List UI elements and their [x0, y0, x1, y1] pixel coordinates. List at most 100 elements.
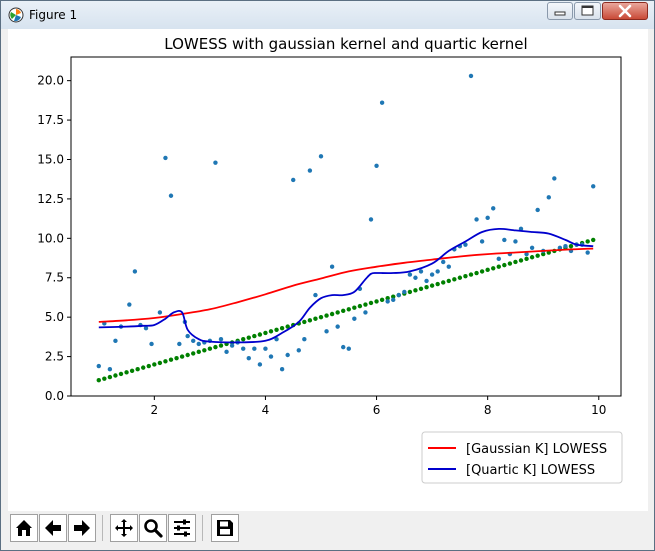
scatter-point — [263, 346, 268, 351]
trend-point — [435, 281, 440, 287]
scatter-point — [132, 269, 138, 274]
trend-point — [346, 307, 351, 312]
x-axis: 2 4 6 8 10 — [151, 396, 606, 417]
move-icon — [115, 519, 133, 537]
trend-point — [307, 318, 313, 323]
configure-subplots-button[interactable] — [168, 514, 196, 542]
scatter-point — [291, 177, 296, 183]
scatter-point — [446, 264, 451, 269]
navigation-toolbar — [8, 511, 648, 544]
trend-point — [379, 297, 385, 303]
figure-canvas[interactable]: 2 4 6 8 10 0.0 2.5 5.0 7.5 10.0 12.5 15.0 17.5 20.0 … — [8, 29, 648, 511]
scatter-point — [335, 324, 340, 329]
trend-point — [446, 278, 451, 284]
trend-point — [252, 333, 257, 339]
trend-point — [518, 258, 524, 263]
scatter-point — [429, 272, 435, 277]
trend-series — [96, 237, 596, 383]
x-tick-label: 10 — [591, 403, 606, 417]
scatter-point — [352, 316, 357, 321]
y-tick-label: 2.5 — [45, 350, 64, 364]
trend-point — [363, 302, 368, 307]
toolbar-separator — [202, 515, 203, 541]
trend-point — [218, 343, 224, 348]
scatter-point — [502, 237, 507, 243]
trend-point — [124, 370, 129, 375]
title-bar[interactable]: Figure 1 — [1, 1, 654, 29]
scatter-point — [268, 354, 274, 359]
scatter-point — [479, 239, 485, 244]
back-button[interactable] — [39, 514, 67, 542]
trend-point — [524, 256, 529, 262]
close-button[interactable] — [602, 2, 648, 20]
scatter-point — [218, 337, 224, 342]
scatter-point — [252, 346, 257, 351]
scatter-point — [474, 217, 479, 222]
trend-point — [329, 311, 335, 317]
scatter-point — [385, 299, 390, 304]
trend-point — [107, 374, 113, 380]
maximize-button[interactable] — [574, 2, 601, 20]
scatter-point — [535, 207, 540, 213]
trend-point — [468, 272, 474, 277]
y-tick-label: 10.0 — [37, 231, 64, 245]
scatter-point — [374, 163, 379, 168]
trend-point — [513, 259, 518, 265]
home-button[interactable] — [10, 514, 38, 542]
trend-point — [241, 337, 246, 342]
trend-point — [502, 262, 507, 268]
save-button[interactable] — [211, 514, 239, 542]
floppy-disk-icon — [217, 520, 233, 536]
scatter-point — [341, 344, 346, 350]
scatter-point — [552, 176, 557, 181]
trend-point — [463, 273, 468, 279]
trend-point — [135, 366, 140, 372]
trend-point — [313, 316, 318, 321]
trend-point — [413, 288, 418, 293]
scatter-point — [413, 275, 418, 280]
chart-title: LOWESS with gaussian kernel and quartic … — [164, 35, 527, 53]
trend-point — [318, 314, 324, 320]
forward-button[interactable] — [68, 514, 96, 542]
trend-point — [129, 368, 135, 373]
trend-point — [335, 310, 340, 315]
trend-point — [113, 373, 118, 378]
trend-point — [302, 319, 307, 325]
trend-point — [263, 330, 268, 336]
scatter-point — [113, 338, 118, 344]
scatter-point — [318, 154, 324, 159]
scatter-point — [149, 341, 154, 347]
scatter-point — [529, 245, 535, 250]
trend-point — [429, 283, 435, 288]
window-title: Figure 1 — [29, 8, 78, 22]
quartic-lowess-line — [98, 227, 594, 344]
zoom-button[interactable] — [139, 514, 167, 542]
home-icon — [16, 520, 32, 536]
arrow-right-icon — [74, 520, 90, 536]
minimize-icon — [554, 11, 566, 16]
trend-point — [418, 286, 424, 291]
minimize-button[interactable] — [547, 2, 573, 20]
pan-button[interactable] — [110, 514, 138, 542]
trend-point — [196, 349, 201, 355]
legend-gaussian-label: [Gaussian K] LOWESS — [466, 442, 607, 457]
trend-point — [185, 352, 190, 358]
scatter-point — [96, 363, 101, 369]
trend-point — [357, 303, 363, 309]
scatter-point — [329, 264, 335, 269]
scatter-point — [274, 337, 279, 342]
scatter-point — [402, 289, 407, 295]
y-tick-label: 0.0 — [45, 389, 64, 403]
scatter-point — [524, 251, 529, 257]
scatter-point — [285, 352, 290, 358]
scatter-point — [363, 310, 368, 315]
y-tick-label: 5.0 — [45, 310, 64, 324]
scatter-point — [296, 348, 301, 353]
scatter-point — [196, 341, 201, 347]
y-tick-label: 20.0 — [37, 74, 64, 88]
trend-point — [441, 280, 446, 285]
trend-point — [168, 357, 174, 362]
trend-point — [491, 266, 496, 271]
y-tick-label: 12.5 — [37, 192, 64, 206]
